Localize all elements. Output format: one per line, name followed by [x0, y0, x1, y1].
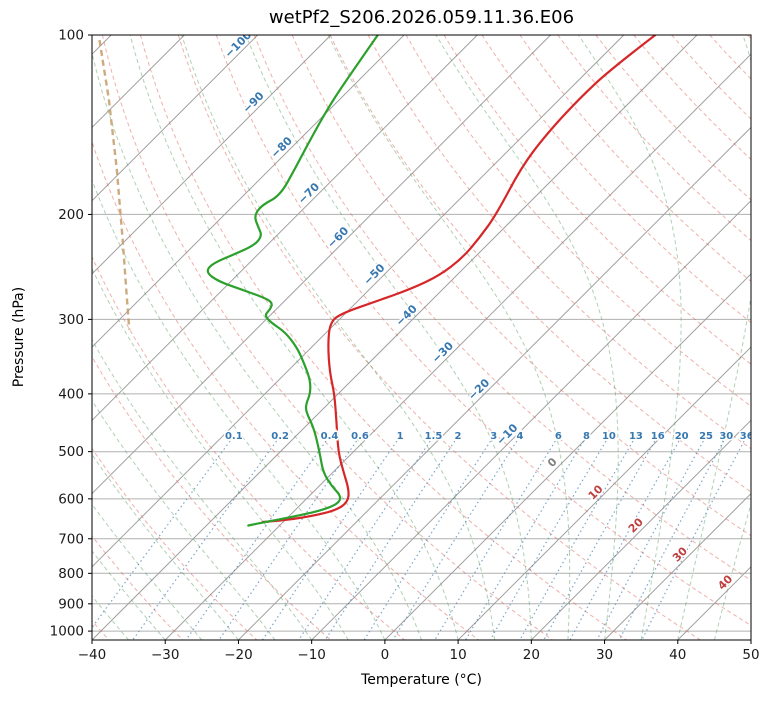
mixing-ratio-label: 2	[454, 431, 461, 442]
x-tick-label: −10	[297, 647, 326, 663]
x-tick-label: 40	[669, 647, 686, 663]
x-tick-label: 50	[742, 647, 759, 663]
y-tick-label: 600	[58, 491, 84, 507]
y-tick-label: 500	[58, 444, 84, 460]
x-axis-title: Temperature (°C)	[361, 672, 482, 688]
isotherm-label: 20	[626, 515, 646, 535]
isotherm-label: −100	[222, 28, 254, 60]
chart-title: wetPf2_S206.2026.059.11.36.E06	[268, 7, 575, 28]
isobar-gridlines	[92, 35, 751, 632]
plot-area: −100−90−80−70−60−50−40−30−20−10010203040…	[92, 28, 754, 640]
mixing-ratio-label: 0.6	[351, 431, 369, 442]
mixing-ratio-label: 0.1	[225, 431, 243, 442]
moist-adiabats	[92, 35, 751, 640]
y-tick-label: 400	[58, 386, 84, 402]
mixing-ratio-label: 0.2	[271, 431, 289, 442]
y-tick-label: 900	[58, 596, 84, 612]
isotherm-label: 10	[586, 482, 606, 502]
isotherm-label: 40	[715, 572, 735, 592]
x-tick-label: −30	[151, 647, 180, 663]
axis-ticks: −40 −30 −20 −10 0 10 20 30 40 5010020030040050060…	[50, 28, 760, 664]
plot-border	[91, 34, 752, 641]
y-tick-label: 800	[58, 566, 84, 582]
y-tick-label: 1000	[50, 624, 84, 640]
mixing-ratio-label: 10	[602, 431, 616, 442]
accent-adiabat-line	[98, 39, 131, 330]
x-tick-label: −40	[78, 647, 107, 663]
mixing-ratio-label: 6	[555, 431, 562, 442]
x-tick-label: 10	[450, 647, 467, 663]
mixing-ratio-label: 13	[629, 431, 643, 442]
y-axis-title: Pressure (hPa)	[11, 286, 27, 388]
x-tick-label: 30	[596, 647, 613, 663]
y-tick-label: 700	[58, 531, 84, 547]
x-tick-label: 0	[381, 647, 390, 663]
mixing-ratio-label: 0.4	[321, 431, 339, 442]
mixing-ratio-label: 16	[651, 431, 665, 442]
mixing-ratio-label: 25	[699, 431, 713, 442]
temperature-line	[261, 35, 657, 524]
mixing-ratio-labels: 0.1 0.2 0.4 0.6 1 1.5 2 3 4 6 8 10 13 16 20 25 30 36	[223, 430, 754, 444]
y-tick-label: 100	[58, 28, 84, 44]
mixing-ratio-label: 1.5	[425, 431, 443, 442]
isotherm-label: 30	[670, 544, 690, 564]
mixing-ratio-label: 30	[719, 431, 733, 442]
y-tick-label: 300	[58, 312, 84, 328]
mixing-ratio-label: 20	[675, 431, 689, 442]
mixing-ratio-label: 3	[490, 431, 497, 442]
mixing-ratio-lines	[92, 440, 745, 640]
mixing-ratio-label: 4	[516, 431, 523, 442]
y-tick-label: 200	[58, 207, 84, 223]
mixing-ratio-label: 8	[583, 431, 590, 442]
isotherm-lines	[92, 35, 751, 640]
x-tick-label: −20	[224, 647, 253, 663]
mixing-ratio-label: 1	[397, 431, 404, 442]
dewpoint-line	[206, 35, 379, 527]
mixing-ratio-label: 36	[740, 431, 754, 442]
x-tick-label: 20	[523, 647, 540, 663]
dry-adiabats	[92, 35, 751, 640]
